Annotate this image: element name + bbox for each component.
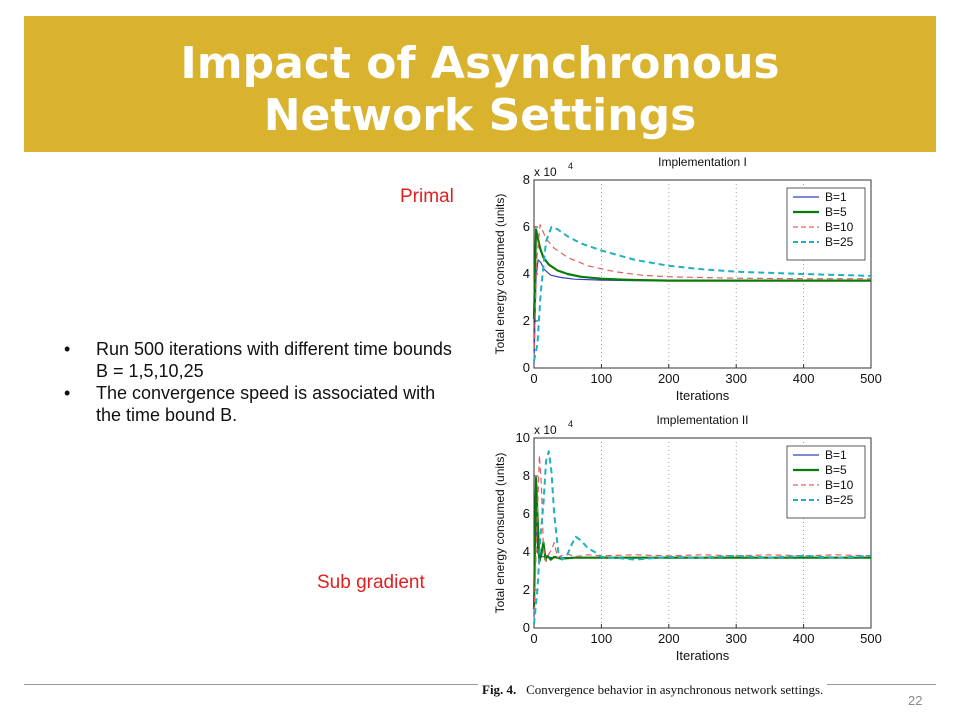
chart-implementation-2: 0 100 200 300 400 500 0 2 4 6 8 10 Implementation II… [493,413,882,663]
y-tick-label: 8 [523,172,530,187]
x-axis-label: Iterations [676,388,730,403]
slide-title-line-1: Impact of Asynchronous [180,38,780,89]
y-tick-label: 10 [516,430,530,445]
y-tick-label: 4 [523,266,530,281]
legend-entry: B=1 [825,448,847,462]
series-line-b25 [533,450,872,625]
legend-entry: B=10 [825,220,854,234]
caption-fig-number: Fig. 4. [482,682,517,697]
figure-caption: Fig. 4. Convergence behavior in asynchro… [478,682,828,698]
x-tick-label: 500 [860,371,882,386]
x-tick-label: 100 [591,631,613,646]
slide-number: 22 [908,693,923,708]
bullet-list: Run 500 iterations with different time b… [62,338,462,426]
y-multiplier: x 10 [534,423,557,437]
series-line-b10 [533,224,871,359]
slide-title: Impact of Asynchronous Network Settings [24,38,936,142]
x-tick-label: 400 [793,371,815,386]
legend-entry: B=25 [825,493,854,507]
x-tick-label: 0 [530,631,537,646]
y-tick-label: 0 [523,620,530,635]
y-multiplier-exponent: 4 [568,419,573,429]
subgradient-label: Sub gradient [317,572,425,593]
x-tick-label: 200 [658,631,680,646]
y-tick-label: 8 [523,468,530,483]
legend-entry: B=10 [825,478,854,492]
y-tick-label: 2 [523,582,530,597]
x-tick-label: 200 [658,371,680,386]
x-tick-label: 400 [793,631,815,646]
chart-title: Implementation I [658,155,747,169]
y-multiplier: x 10 [534,165,557,179]
y-tick-label: 6 [523,506,530,521]
chart-title: Implementation II [656,413,748,427]
legend-box [786,187,866,261]
x-axis-label: Iterations [676,648,730,663]
series-line-b25 [533,226,872,362]
bullet-item: Run 500 iterations with different time b… [62,338,462,382]
y-multiplier-exponent: 4 [568,161,573,171]
bullet-item: The convergence speed is associated with… [62,382,462,426]
x-tick-label: 300 [725,631,747,646]
legend-entry: B=1 [825,190,847,204]
legend-entry: B=5 [825,205,847,219]
series-line-b5 [532,228,871,319]
y-axis-label: Total energy consumed (units) [493,194,507,355]
x-tick-label: 0 [530,371,537,386]
x-tick-label: 500 [860,631,882,646]
primal-label: Primal [400,186,454,207]
slide-title-line-2: Network Settings [263,90,697,141]
legend-box [786,445,866,519]
y-tick-label: 6 [523,219,530,234]
caption-text: Convergence behavior in asynchronous net… [526,682,824,697]
y-tick-label: 0 [523,360,530,375]
legend-entry: B=5 [825,463,847,477]
x-tick-label: 100 [591,371,613,386]
chart-implementation-1: 0 100 200 300 400 500 0 2 4 6 8 Implementation I x 1… [493,155,882,403]
legend-entry: B=25 [825,235,854,249]
title-banner: Impact of Asynchronous Network Settings [24,16,936,152]
y-tick-label: 4 [523,544,530,559]
y-tick-label: 2 [523,313,530,328]
y-axis-label: Total energy consumed (units) [493,453,507,614]
x-tick-label: 300 [725,371,747,386]
